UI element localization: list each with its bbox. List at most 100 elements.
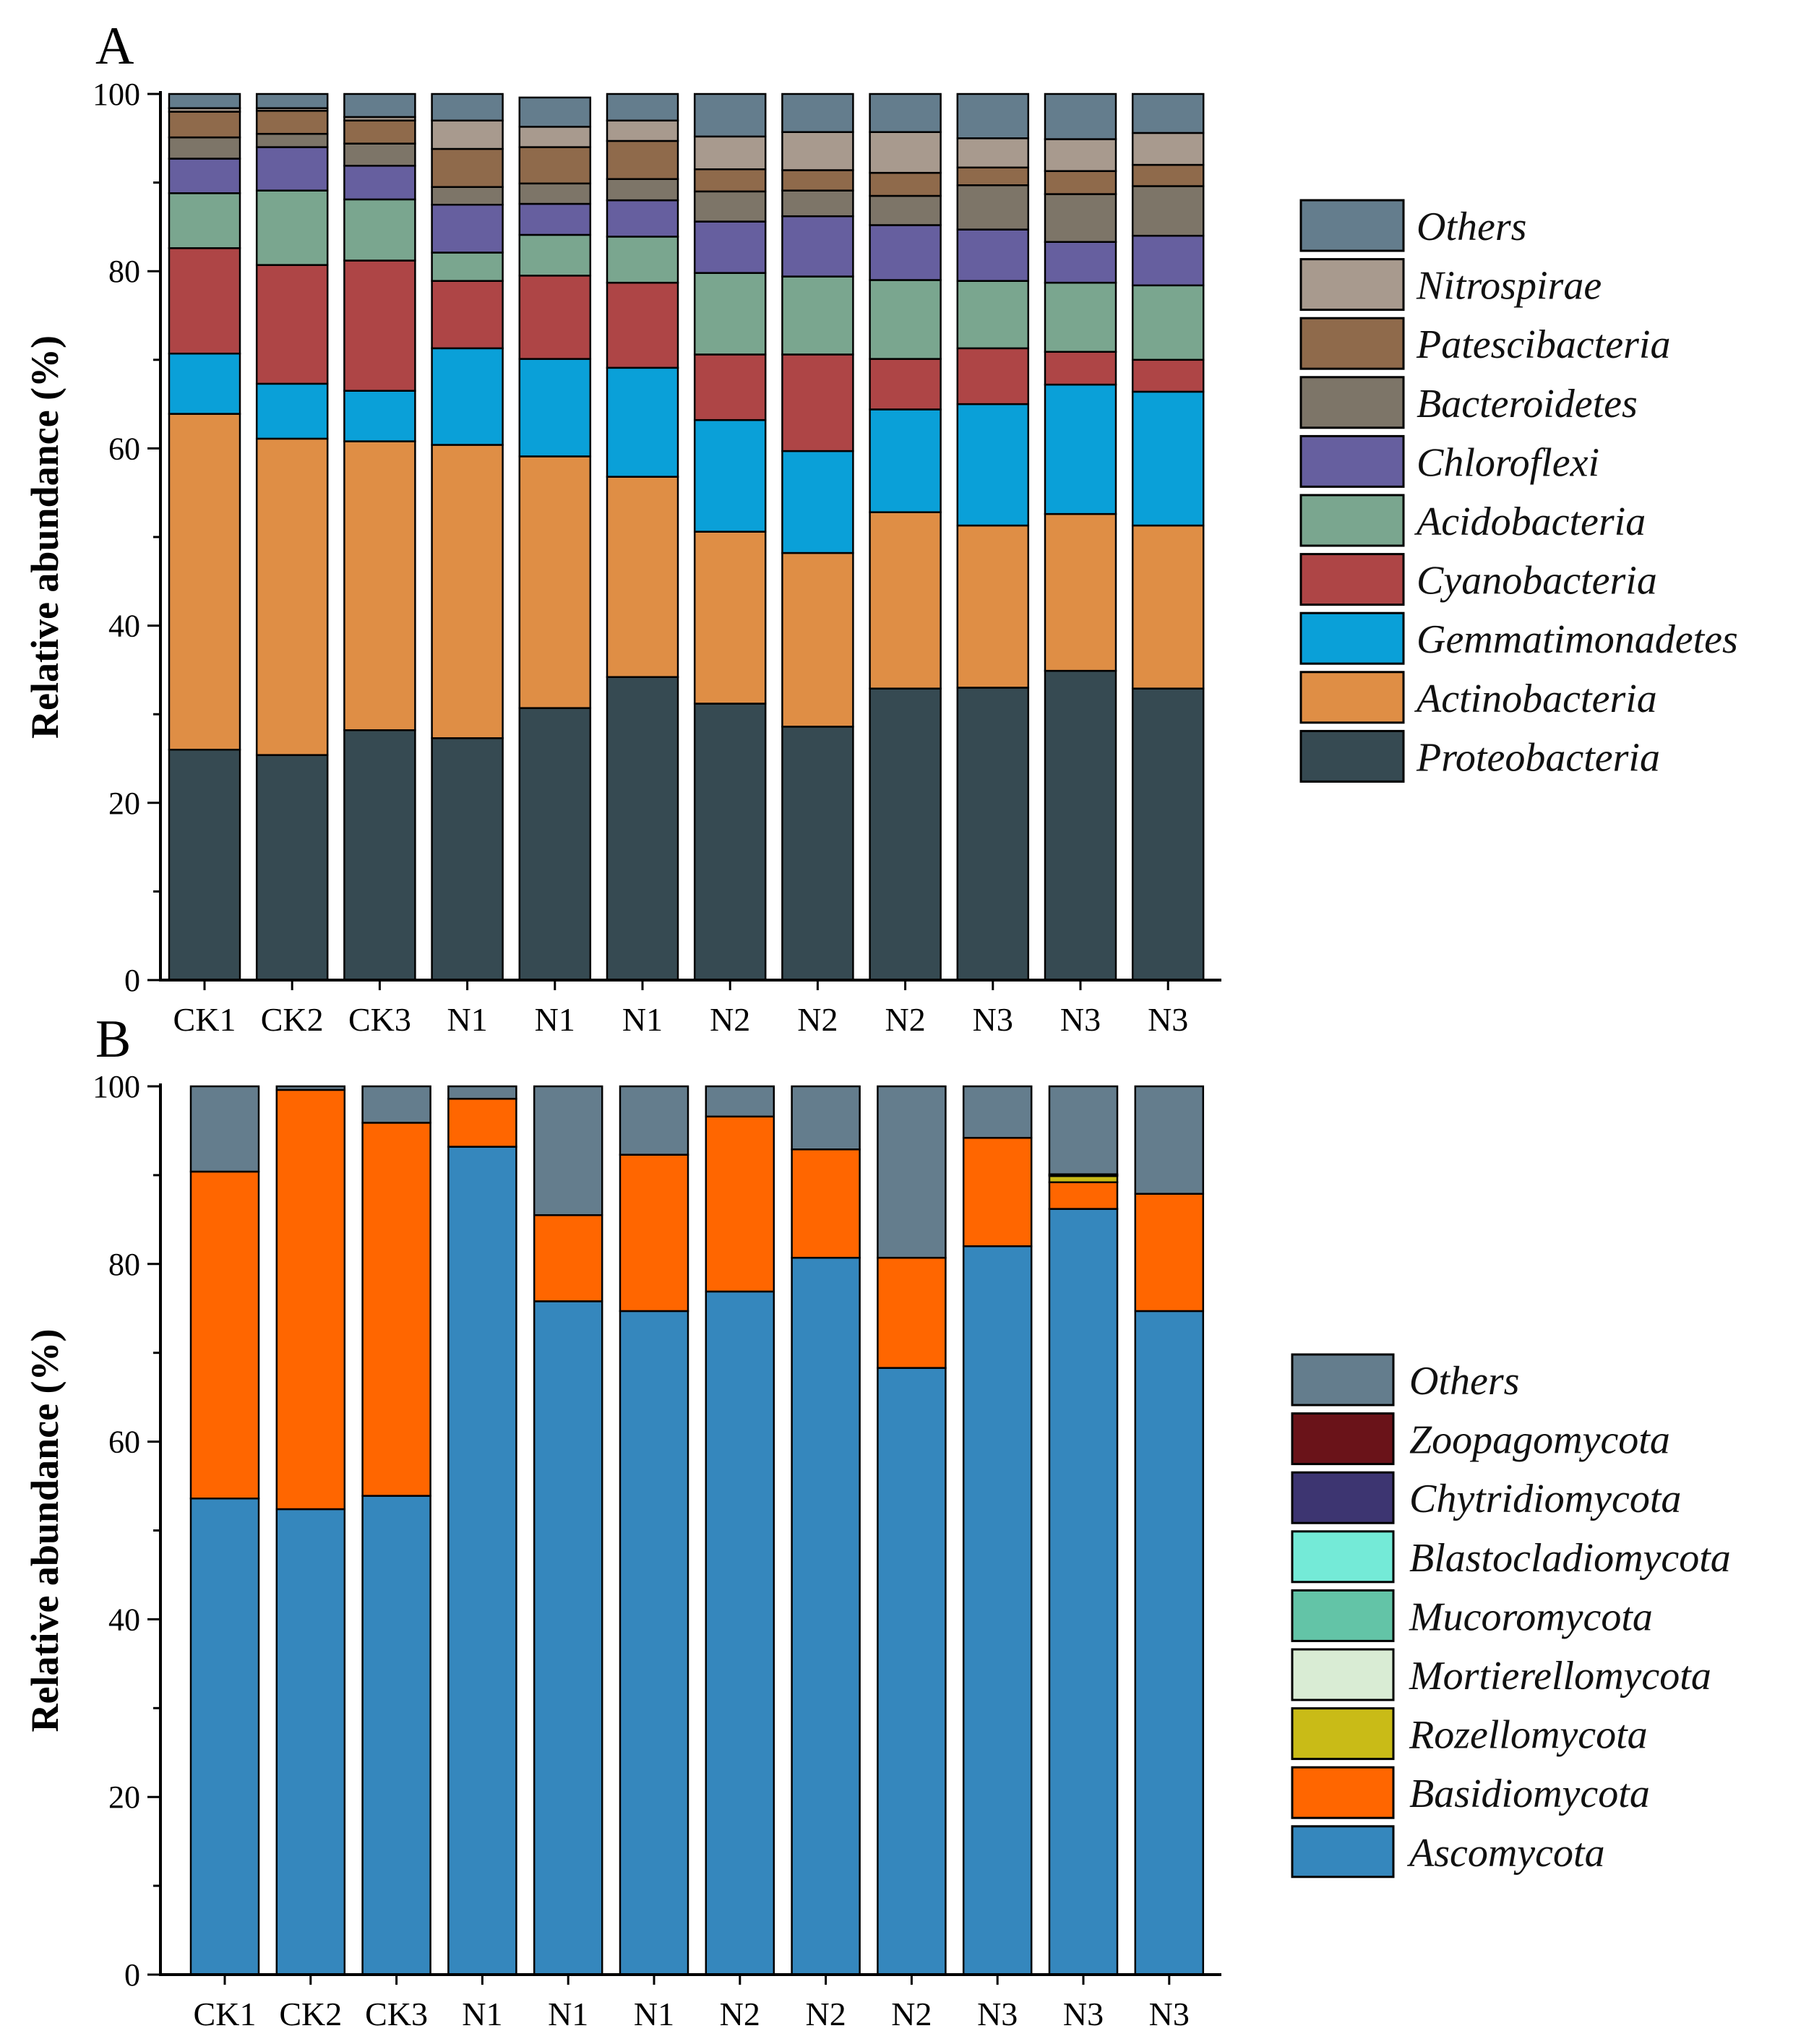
panel-a-bar-segment-5-1 bbox=[255, 146, 329, 192]
panel-b-bar-segment-8-8 bbox=[877, 1085, 947, 1259]
panel-a-bar-segment-3-4 bbox=[518, 275, 592, 360]
panel-a-bar-segment-4-11 bbox=[1131, 284, 1205, 361]
panel-a-x-tick-label-10: N3 bbox=[1060, 1001, 1101, 1038]
panel-a-bar-segment-9-6 bbox=[693, 93, 767, 138]
panel-b-bar-segment-1-4 bbox=[533, 1214, 603, 1302]
panel-b-x-tick-label-7: N2 bbox=[805, 1996, 846, 2032]
panel-b-x-tick-label-10: N3 bbox=[1063, 1996, 1104, 2032]
panel-a-bar-segment-6-1 bbox=[255, 132, 329, 148]
panel-b-bar-segment-8-9 bbox=[962, 1085, 1033, 1139]
panel-b-bar-segment-1-10 bbox=[1048, 1181, 1119, 1210]
panel-a-bar-segment-2-10 bbox=[1044, 383, 1117, 515]
panel-a-bar-segment-0-2 bbox=[343, 729, 416, 982]
panel-b-bar-segment-1-3 bbox=[447, 1097, 517, 1148]
panel-b-y-tick-label-3: 60 bbox=[108, 1425, 140, 1460]
panel-a-bar-segment-6-5 bbox=[606, 178, 679, 202]
panel-a-bar-segment-0-10 bbox=[1044, 669, 1117, 982]
panel-a-x-tick-label-11: N3 bbox=[1148, 1001, 1188, 1038]
panel-b-x-tick-label-4: N1 bbox=[548, 1996, 588, 2032]
panel-a-bar-segment-4-3 bbox=[431, 252, 504, 282]
panel-b-legend-label-6: Rozellomycota bbox=[1409, 1713, 1648, 1758]
panel-a-bar-segment-1-3 bbox=[431, 444, 504, 739]
panel-b-legend-label-1: Zoopagomycota bbox=[1409, 1418, 1670, 1463]
panel-a-bar-segment-3-3 bbox=[431, 280, 504, 350]
panel-a-bar-segment-2-0 bbox=[168, 352, 241, 415]
panel-b-bar-segment-1-2 bbox=[361, 1122, 431, 1497]
panel-a-bar-segment-2-11 bbox=[1131, 390, 1205, 527]
panel-a-bar-segment-0-0 bbox=[168, 748, 241, 982]
panel-a-legend-swatch-7 bbox=[1299, 611, 1405, 665]
panel-a-bar-segment-5-10 bbox=[1044, 241, 1117, 284]
panel-a-x-tick-label-0: CK1 bbox=[173, 1001, 236, 1038]
panel-a-bar-segment-0-1 bbox=[255, 754, 329, 982]
panel-a-bar-segment-6-8 bbox=[869, 194, 942, 226]
panel-a-bar-segment-1-6 bbox=[693, 531, 767, 705]
panel-b-bar-segment-1-1 bbox=[275, 1088, 346, 1511]
panel-a-bar-segment-2-3 bbox=[431, 347, 504, 446]
panel-a-bar-segment-3-7 bbox=[781, 353, 854, 452]
panel-b-legend-label-8: Ascomycota bbox=[1406, 1831, 1605, 1876]
panel-a-bar-segment-9-8 bbox=[869, 93, 942, 133]
panel-a-bar-segment-7-1 bbox=[255, 110, 329, 135]
panel-a-bar-segment-9-7 bbox=[781, 93, 854, 133]
panel-a-bar-segment-1-7 bbox=[781, 551, 854, 728]
panel-a-legend-label-3: Bacteroidetes bbox=[1417, 382, 1638, 426]
panel-a-legend-swatch-1 bbox=[1299, 258, 1405, 312]
panel-a-legend-label-2: Patescibacteria bbox=[1416, 322, 1670, 367]
panel-b-bar-segment-8-11 bbox=[1134, 1085, 1205, 1195]
panel-a-legend-swatch-6 bbox=[1299, 553, 1405, 606]
panel-a-legend-label-4: Chloroflexi bbox=[1417, 440, 1599, 485]
panel-a-legend-swatch-0 bbox=[1299, 199, 1405, 252]
panel-a-bar-segment-7-7 bbox=[781, 169, 854, 192]
panel-b-y-tick-label-4: 80 bbox=[108, 1247, 140, 1282]
panel-a-x-tick-label-2: CK3 bbox=[348, 1001, 411, 1038]
panel-b-legend-swatch-5 bbox=[1291, 1648, 1395, 1701]
panel-a-y-tick-label-5: 100 bbox=[93, 77, 140, 112]
panel-a-bar-segment-6-10 bbox=[1044, 193, 1117, 243]
panel-a-bar-segment-5-5 bbox=[606, 199, 679, 238]
panel-a-bar-segment-1-2 bbox=[343, 440, 416, 731]
panel-a-legend-label-5: Acidobacteria bbox=[1414, 499, 1646, 544]
panel-a-bar-segment-1-0 bbox=[168, 413, 241, 751]
panel-a-bar-segment-4-2 bbox=[343, 198, 416, 262]
panel-a-bar-segment-3-2 bbox=[343, 259, 416, 392]
panel-b-bar-segment-0-10 bbox=[1048, 1208, 1119, 1976]
panel-a-bar-segment-5-2 bbox=[343, 165, 416, 201]
panel-a-bar-segment-4-4 bbox=[518, 233, 592, 277]
panel-b-bar-segment-8-3 bbox=[447, 1085, 517, 1100]
panel-b-x-tick-label-8: N2 bbox=[891, 1996, 932, 2032]
panel-a-legend-label-0: Others bbox=[1417, 205, 1526, 249]
panel-a-bar-segment-8-3 bbox=[431, 119, 504, 150]
panel-b-bar-segment-0-2 bbox=[361, 1495, 431, 1976]
panel-a-bar-segment-7-4 bbox=[518, 146, 592, 185]
panel-b-bar-segment-0-7 bbox=[791, 1256, 861, 1976]
panel-a-legend-label-7: Gemmatimonadetes bbox=[1417, 617, 1738, 662]
panel-a-bar-segment-6-0 bbox=[168, 136, 241, 160]
panel-a-bar-segment-6-4 bbox=[518, 182, 592, 205]
panel-a-bar-segment-2-6 bbox=[693, 418, 767, 533]
panel-a-bar-segment-4-5 bbox=[606, 236, 679, 284]
panel-a-bar-segment-1-11 bbox=[1131, 524, 1205, 690]
panel-a-bar-segment-4-0 bbox=[168, 192, 241, 249]
panel-a-y-tick-label-3: 60 bbox=[108, 431, 140, 466]
panel-b-bar-segment-8-2 bbox=[361, 1085, 431, 1124]
panel-b-legend-swatch-4 bbox=[1291, 1589, 1395, 1642]
panel-a-bar-segment-1-10 bbox=[1044, 512, 1117, 672]
panel-a-bar-segment-7-6 bbox=[693, 168, 767, 193]
panel-a-bar-segment-6-7 bbox=[781, 189, 854, 218]
panel-b-x-tick-label-6: N2 bbox=[720, 1996, 760, 2032]
panel-b-bar-segment-1-7 bbox=[791, 1148, 861, 1259]
panel-b-y-tick-label-0: 0 bbox=[124, 1957, 140, 1993]
panel-a-bar-segment-2-7 bbox=[781, 450, 854, 554]
panel-a-bar-segment-8-9 bbox=[956, 137, 1030, 169]
panel-a-bar-segment-5-3 bbox=[431, 204, 504, 254]
panel-b-legend-label-5: Mortierellomycota bbox=[1409, 1654, 1711, 1699]
panel-b-legend-swatch-3 bbox=[1291, 1530, 1395, 1584]
panel-a-bar-segment-7-2 bbox=[343, 119, 416, 145]
panel-a-y-tick-label-2: 40 bbox=[108, 609, 140, 644]
panel-a-bar-segment-9-0 bbox=[168, 93, 241, 109]
panel-a-bar-segment-2-8 bbox=[869, 408, 942, 513]
panel-b-bar-segment-0-6 bbox=[705, 1290, 775, 1976]
panel-a-bar-segment-9-11 bbox=[1131, 93, 1205, 134]
panel-a-bar-segment-6-3 bbox=[431, 186, 504, 206]
